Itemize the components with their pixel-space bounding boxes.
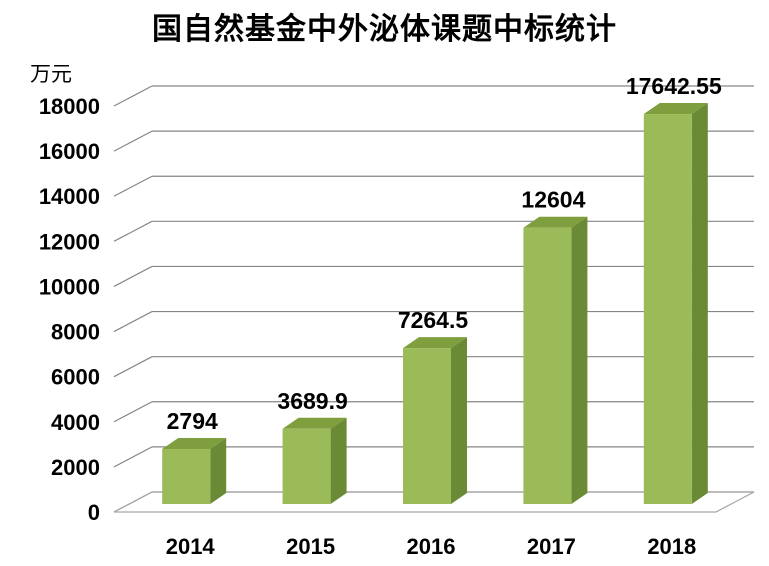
data-label: 17642.55: [626, 73, 722, 99]
y-tick-label: 10000: [39, 274, 100, 299]
y-tick-label: 0: [88, 500, 100, 525]
bars: [162, 103, 708, 504]
bar-top: [162, 437, 227, 449]
bar-2017: [523, 216, 588, 504]
data-labels: 2794 3689.9 7264.5 12604 17642.55: [167, 73, 722, 434]
bar-top: [403, 337, 467, 349]
x-tick-label: 2015: [286, 534, 335, 559]
bar-side: [451, 337, 467, 504]
bar-side: [571, 216, 588, 504]
data-label: 12604: [521, 187, 585, 213]
gridline-depth: [113, 130, 153, 152]
bar-front: [403, 348, 451, 504]
y-tick-label: 2000: [51, 455, 100, 480]
bar-side: [691, 103, 708, 504]
chart-title: 国自然基金中外泌体课题中标统计: [152, 12, 617, 47]
data-label: 3689.9: [277, 388, 347, 414]
gridline-depth: [113, 356, 153, 378]
bar-2015: [282, 417, 347, 504]
y-axis-tick-labels: 0 2000 4000 6000 8000 10000 12000 14000 16000 180…: [39, 94, 100, 525]
y-tick-label: 14000: [39, 184, 100, 209]
y-tick-label: 8000: [51, 320, 100, 345]
x-tick-label: 2017: [527, 534, 576, 559]
bar-top: [523, 216, 588, 228]
bar-top: [282, 417, 347, 429]
x-tick-label: 2018: [647, 534, 696, 559]
y-axis-unit-label: 万元: [30, 62, 72, 86]
bar-front: [282, 428, 331, 504]
y-tick-label: 16000: [39, 139, 100, 164]
gridline-depth: [113, 446, 153, 468]
chart-floor: [113, 491, 755, 513]
bar-2018: [643, 103, 708, 504]
data-label: 7264.5: [398, 307, 469, 333]
data-label: 2794: [167, 408, 218, 434]
gridline-depth: [113, 311, 153, 333]
bar-side: [210, 437, 227, 504]
y-tick-label: 4000: [51, 410, 100, 435]
bar-front: [643, 114, 692, 504]
bar-front: [523, 227, 572, 504]
gridline-depth: [113, 401, 153, 423]
gridline-depth: [113, 265, 153, 287]
y-tick-label: 18000: [39, 94, 100, 119]
gridline-depth: [113, 220, 153, 242]
y-tick-label: 6000: [51, 365, 100, 390]
bar-top: [643, 103, 708, 115]
x-tick-label: 2016: [407, 534, 456, 559]
bar-2014: [162, 437, 227, 504]
x-tick-label: 2014: [166, 534, 216, 559]
gridline-depth: [113, 175, 153, 197]
bar-2016: [403, 337, 467, 504]
x-axis-tick-labels: 2014 2015 2016 2017 2018: [166, 534, 697, 559]
bar-front: [162, 448, 211, 504]
gridline-depth: [113, 85, 153, 107]
bar-side: [330, 417, 347, 504]
y-tick-label: 12000: [39, 229, 100, 254]
